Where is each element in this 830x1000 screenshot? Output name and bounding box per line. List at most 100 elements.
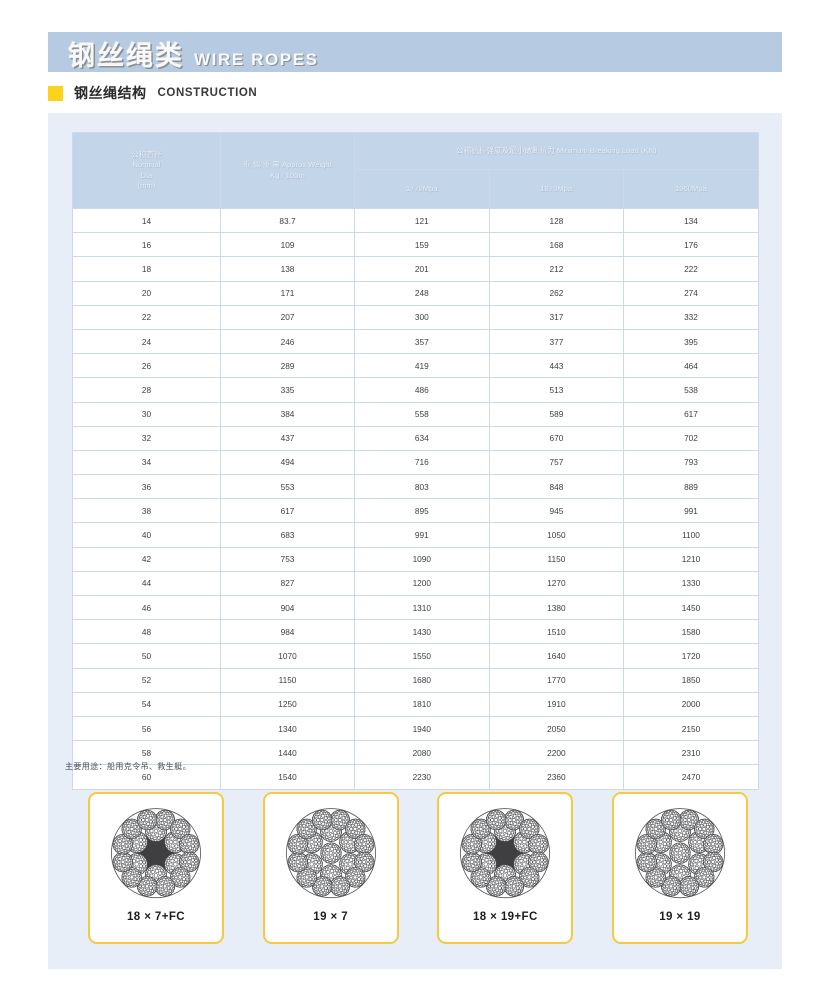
- table-row: 60 1540 2230 2360 2470: [72, 764, 759, 790]
- cell-breaking-load: 716: [354, 449, 490, 476]
- cell-breaking-load: 121: [354, 207, 490, 234]
- cell-approx-weight: 553: [220, 474, 355, 500]
- cell-breaking-load: 176: [623, 232, 759, 258]
- table-row: 14 83.7 121 128 134: [72, 207, 759, 234]
- construction-card[interactable]: 18 × 7+FC: [88, 792, 224, 944]
- cell-breaking-load: 2150: [623, 715, 759, 742]
- cell-approx-weight: 171: [220, 280, 355, 306]
- cell-breaking-load: 1380: [488, 594, 625, 621]
- cell-breaking-load: 889: [623, 474, 759, 500]
- cell-breaking-load: 513: [488, 377, 625, 403]
- cell-nominal-dia: 32: [72, 425, 221, 451]
- rope-cross-section-icon: [111, 808, 201, 899]
- cell-nominal-dia: 30: [72, 401, 221, 427]
- table-row: 58 1440 2080 2200 2310: [72, 740, 759, 766]
- cell-nominal-dia: 14: [72, 207, 221, 234]
- cell-breaking-load: 1720: [623, 643, 759, 669]
- cell-approx-weight: 207: [220, 304, 355, 330]
- cell-approx-weight: 138: [220, 256, 355, 282]
- cell-breaking-load: 168: [488, 232, 625, 258]
- cell-approx-weight: 246: [220, 328, 355, 355]
- table-row: 32 437 634 670 702: [72, 425, 759, 451]
- section-heading: 钢丝绳结构 CONSTRUCTION: [48, 83, 257, 103]
- cell-breaking-load: 222: [623, 256, 759, 282]
- cell-approx-weight: 1150: [220, 667, 355, 693]
- cell-breaking-load: 991: [623, 498, 759, 524]
- cell-breaking-load: 757: [488, 449, 625, 476]
- cell-nominal-dia: 26: [72, 353, 221, 379]
- th-mpa-1870: 1870Mpa: [488, 169, 625, 209]
- construction-card[interactable]: 18 × 19+FC: [437, 792, 574, 944]
- cell-approx-weight: 83.7: [220, 207, 355, 234]
- construction-card-label: 19 × 19: [659, 911, 701, 923]
- table-row: 54 1250 1810 1910 2000: [72, 691, 759, 717]
- cell-breaking-load: 134: [623, 207, 759, 234]
- spec-table-wrapper: 公称直径 Nominal Dia (mm) 近 似 重 量 Approx Wei…: [72, 132, 759, 790]
- cell-approx-weight: 289: [220, 353, 355, 379]
- cell-nominal-dia: 18: [72, 256, 221, 282]
- cell-breaking-load: 248: [354, 280, 490, 306]
- cell-breaking-load: 1850: [623, 667, 759, 693]
- cell-nominal-dia: 40: [72, 522, 221, 548]
- cell-breaking-load: 1580: [623, 619, 759, 645]
- cell-breaking-load: 274: [623, 280, 759, 306]
- construction-card[interactable]: 19 × 19: [611, 792, 748, 944]
- table-row: 56 1340 1940 2050 2150: [72, 715, 759, 742]
- cell-nominal-dia: 48: [72, 619, 221, 645]
- cell-approx-weight: 494: [220, 449, 355, 476]
- cell-breaking-load: 300: [354, 304, 490, 330]
- cell-approx-weight: 1440: [220, 740, 355, 766]
- th-mpa-1770: 1770Mpa: [354, 169, 490, 209]
- table-row: 44 827 1200 1270 1330: [72, 570, 759, 597]
- cell-approx-weight: 1250: [220, 691, 355, 717]
- construction-card-label: 18 × 7+FC: [127, 911, 185, 923]
- cell-breaking-load: 443: [488, 353, 625, 379]
- cell-approx-weight: 384: [220, 401, 355, 427]
- rope-cross-section-icon: [285, 808, 376, 899]
- th-nominal-dia-l2: Nominal: [132, 160, 161, 170]
- cell-breaking-load: 670: [488, 425, 625, 451]
- table-row: 22 207 300 317 332: [72, 304, 759, 330]
- cell-breaking-load: 159: [354, 232, 490, 258]
- cell-breaking-load: 895: [354, 498, 490, 524]
- cell-breaking-load: 2080: [354, 740, 490, 766]
- cell-nominal-dia: 52: [72, 667, 221, 693]
- rope-cross-section-icon: [460, 808, 551, 899]
- th-approx-weight-l2: Kg / 100m: [270, 170, 305, 180]
- cell-breaking-load: 1090: [354, 546, 490, 572]
- table-row: 30 384 558 589 617: [72, 401, 759, 427]
- cell-nominal-dia: 46: [72, 594, 221, 621]
- cell-breaking-load: 212: [488, 256, 625, 282]
- construction-card-label: 19 × 7: [313, 911, 348, 923]
- cell-breaking-load: 317: [488, 304, 625, 330]
- cell-breaking-load: 945: [488, 498, 625, 524]
- cell-breaking-load: 1210: [623, 546, 759, 572]
- th-nominal-dia-l4: (mm): [137, 180, 156, 190]
- table-row: 24 246 357 377 395: [72, 328, 759, 355]
- table-row: 38 617 895 945 991: [72, 498, 759, 524]
- cell-nominal-dia: 60: [72, 764, 221, 790]
- cell-breaking-load: 262: [488, 280, 625, 306]
- table-row: 46 904 1310 1380 1450: [72, 594, 759, 621]
- cell-breaking-load: 558: [354, 401, 490, 427]
- th-nominal-dia: 公称直径 Nominal Dia (mm): [72, 132, 221, 209]
- cell-breaking-load: 1270: [488, 570, 625, 597]
- construction-card[interactable]: 19 × 7: [262, 792, 399, 944]
- cell-approx-weight: 984: [220, 619, 355, 645]
- cell-nominal-dia: 20: [72, 280, 221, 306]
- cell-breaking-load: 1510: [488, 619, 625, 645]
- th-approx-weight: 近 似 重 量 Approx Weight Kg / 100m: [220, 132, 355, 209]
- cell-breaking-load: 2200: [488, 740, 625, 766]
- cell-breaking-load: 848: [488, 474, 625, 500]
- cell-breaking-load: 803: [354, 474, 490, 500]
- cell-breaking-load: 991: [354, 522, 490, 548]
- bullet-square-icon: [48, 85, 63, 101]
- cell-breaking-load: 486: [354, 377, 490, 403]
- cell-breaking-load: 1430: [354, 619, 490, 645]
- cell-breaking-load: 419: [354, 353, 490, 379]
- table-row: 48 984 1430 1510 1580: [72, 619, 759, 645]
- cell-breaking-load: 634: [354, 425, 490, 451]
- cell-breaking-load: 395: [623, 328, 759, 355]
- cell-breaking-load: 1550: [354, 643, 490, 669]
